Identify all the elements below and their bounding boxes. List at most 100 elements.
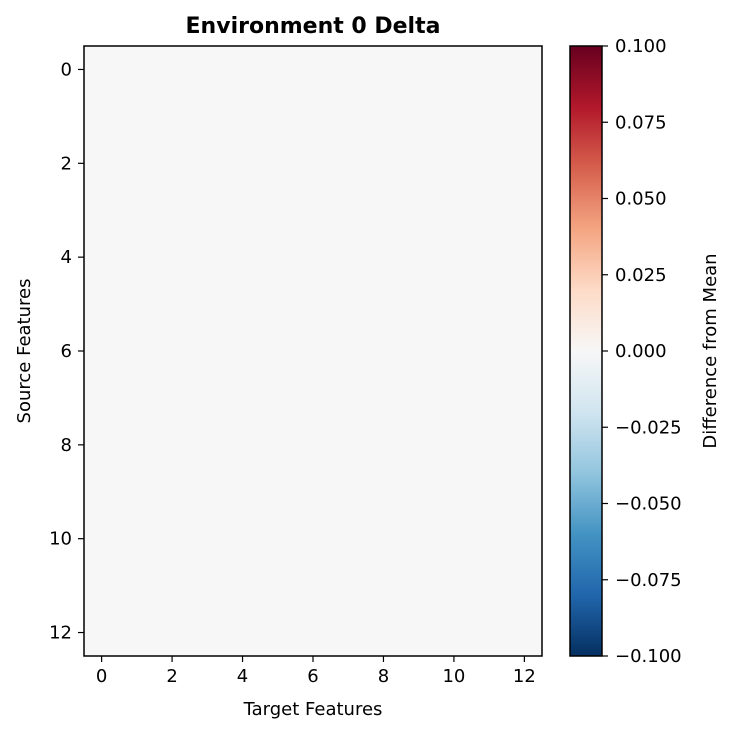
heatmap-cell <box>365 609 402 657</box>
heatmap-cell <box>295 609 332 657</box>
heatmap-cell <box>189 186 226 235</box>
heatmap-cell <box>84 92 120 141</box>
heatmap-cell <box>436 562 473 610</box>
heatmap-cell <box>401 46 437 94</box>
heatmap-cell <box>471 139 508 188</box>
heatmap-cell <box>154 92 191 141</box>
heatmap-cell <box>471 374 508 422</box>
heatmap-cell <box>506 515 543 563</box>
heatmap-cell <box>84 468 120 516</box>
heatmap-cell <box>260 468 296 516</box>
heatmap-cell <box>436 327 473 375</box>
y-axis-ticks: 0 2 4 6 8 10 12 <box>49 59 84 644</box>
heatmap-cell <box>436 374 473 422</box>
heatmap-cell <box>84 562 120 610</box>
heatmap-cell <box>119 233 155 282</box>
heatmap-cell <box>189 92 226 141</box>
heatmap-cell <box>84 515 120 563</box>
heatmap-cell <box>154 280 191 329</box>
heatmap-cell <box>365 233 402 282</box>
heatmap-cell <box>119 280 155 329</box>
y-tick-label: 6 <box>61 341 72 362</box>
heatmap-cell <box>119 374 155 422</box>
heatmap-cell <box>401 374 437 422</box>
heatmap-cell <box>471 562 508 610</box>
heatmap-cell <box>189 609 226 657</box>
chart-title: Environment 0 Delta <box>186 14 441 39</box>
heatmap-cell <box>295 374 332 422</box>
heatmap-cell <box>471 46 508 94</box>
heatmap-cell <box>224 280 261 329</box>
heatmap-cell <box>224 92 261 141</box>
heatmap-cell <box>330 515 367 563</box>
heatmap-cell <box>224 374 261 422</box>
x-tick-label: 6 <box>307 666 318 687</box>
heatmap-cell <box>506 92 543 141</box>
heatmap-cell <box>260 280 296 329</box>
heatmap-cell <box>189 327 226 375</box>
heatmap-cell <box>260 46 296 94</box>
heatmap-cell <box>189 562 226 610</box>
heatmap-cell <box>189 139 226 188</box>
colorbar-ticks: 0.100 0.075 0.050 0.025 0.000 −0.025 −0.050 −0.… <box>602 36 682 667</box>
colorbar-tick-label: −0.100 <box>615 646 682 667</box>
colorbar-tick-label: 0.100 <box>615 36 667 57</box>
heatmap-cell <box>506 609 543 657</box>
heatmap-cell <box>401 468 437 516</box>
colorbar-tick-label: 0.075 <box>615 112 667 133</box>
heatmap-cell <box>506 280 543 329</box>
heatmap-cell <box>436 92 473 141</box>
heatmap-cell <box>401 139 437 188</box>
x-axis-ticks: 0 2 4 6 8 10 12 <box>96 656 536 687</box>
heatmap-cell <box>295 562 332 610</box>
heatmap-cell <box>506 186 543 235</box>
heatmap-cell <box>260 233 296 282</box>
heatmap-cell <box>295 468 332 516</box>
heatmap-cell <box>119 515 155 563</box>
heatmap-cell <box>436 609 473 657</box>
heatmap-cell <box>154 468 191 516</box>
heatmap-cell <box>295 139 332 188</box>
heatmap-cell <box>154 421 191 469</box>
heatmap-cell <box>224 609 261 657</box>
heatmap-cell <box>295 233 332 282</box>
heatmap-cell <box>330 562 367 610</box>
x-tick-label: 4 <box>237 666 248 687</box>
heatmap-cell <box>506 374 543 422</box>
heatmap-cell <box>506 46 543 94</box>
heatmap-cell <box>224 327 261 375</box>
heatmap-cell <box>330 46 367 94</box>
heatmap-cell <box>436 46 473 94</box>
heatmap-cell <box>401 327 437 375</box>
heatmap-cell <box>154 139 191 188</box>
heatmap-cell <box>506 468 543 516</box>
colorbar-tick-label: −0.025 <box>615 417 682 438</box>
heatmap-cell <box>471 468 508 516</box>
heatmap-cell <box>436 515 473 563</box>
heatmap-cell <box>154 374 191 422</box>
heatmap-cell <box>330 327 367 375</box>
heatmap-cell <box>471 515 508 563</box>
heatmap-cell <box>119 46 155 94</box>
heatmap-cell <box>224 515 261 563</box>
heatmap-cell <box>330 421 367 469</box>
x-tick-label: 8 <box>378 666 389 687</box>
heatmap-cell <box>436 139 473 188</box>
x-tick-label: 12 <box>513 666 536 687</box>
heatmap-cell <box>365 186 402 235</box>
heatmap-cell <box>330 233 367 282</box>
heatmap-cell <box>224 186 261 235</box>
heatmap-cell <box>119 421 155 469</box>
colorbar-label: Difference from Mean <box>700 253 721 448</box>
heatmap-cell <box>119 139 155 188</box>
x-axis-label: Target Features <box>243 699 383 720</box>
heatmap-cell <box>365 92 402 141</box>
y-tick-label: 12 <box>49 623 72 644</box>
heatmap-cell <box>295 92 332 141</box>
heatmap-cell <box>84 233 120 282</box>
heatmap-cell <box>330 374 367 422</box>
heatmap-cell <box>471 92 508 141</box>
heatmap-cell <box>189 515 226 563</box>
heatmap-cell <box>224 46 261 94</box>
